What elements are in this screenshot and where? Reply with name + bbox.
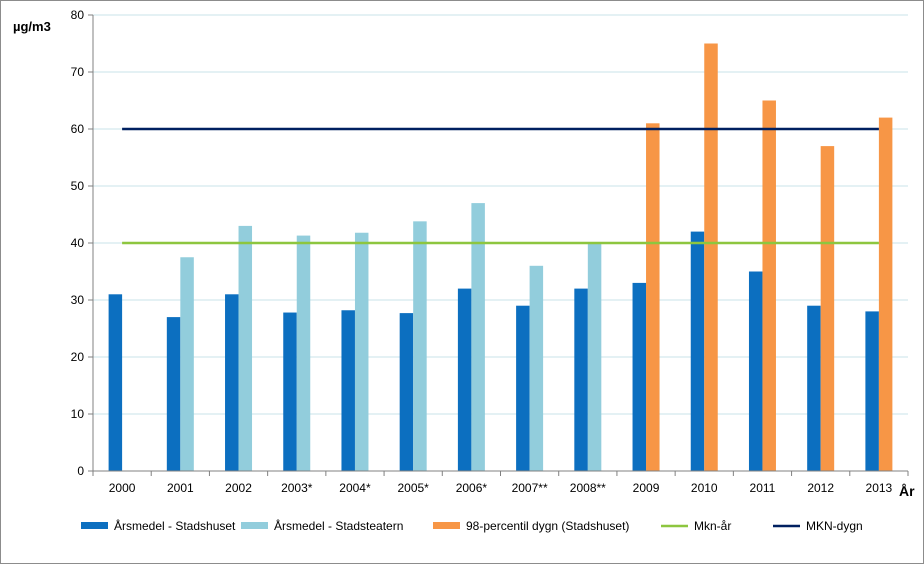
- x-tick-labels: 2000 2001 2002 2003* 2004* 2005* 2006* 2007** 20…: [109, 481, 893, 495]
- bars: [108, 43, 893, 472]
- legend-swatch: [433, 522, 460, 529]
- x-tick-label: 2010: [691, 481, 718, 495]
- axes: [88, 14, 909, 476]
- bar-stadshuset-2012: [807, 305, 821, 471]
- legend-swatch: [241, 522, 268, 529]
- x-tick-label: 2009: [633, 481, 660, 495]
- x-tick-label: 2001: [167, 481, 194, 495]
- bar-stadshuset-2006: [457, 288, 472, 471]
- legend-label: Årsmedel - Stadsteatern: [274, 518, 403, 533]
- bar-percentil-2013: [878, 117, 893, 471]
- x-tick-label: 2005*: [397, 481, 429, 495]
- bar-percentil-2011: [762, 100, 776, 471]
- bar-stadshuset-2000: [108, 294, 123, 471]
- y-tick-label: 40: [71, 236, 85, 250]
- legend: Årsmedel - Stadshuset Årsmedel - Stadstea…: [81, 518, 863, 533]
- legend-label: Årsmedel - Stadshuset: [114, 518, 236, 533]
- y-tick-label: 0: [77, 464, 84, 478]
- x-tick-label: 2003*: [281, 481, 313, 495]
- bar-stadsteatern-2006: [471, 203, 485, 471]
- y-tick-label: 20: [71, 350, 85, 364]
- bar-stadshuset-2004: [341, 310, 355, 471]
- x-tick-label: 2012: [807, 481, 834, 495]
- x-tick-label: 2007**: [512, 481, 548, 495]
- x-tick-label: 2011: [750, 481, 776, 495]
- bar-percentil-2012: [820, 146, 835, 471]
- bar-stadshuset-2002: [225, 294, 239, 471]
- y-tick-labels: 0 10 20 30 40 50 60 70 80: [71, 8, 85, 478]
- bar-stadsteatern-2001: [180, 257, 194, 471]
- bar-stadshuset-2001: [166, 317, 181, 471]
- bar-stadshuset-2008: [574, 288, 588, 471]
- bar-stadsteatern-2004: [354, 232, 369, 471]
- x-tick-label: 2006*: [456, 481, 488, 495]
- bar-stadshuset-2007: [516, 305, 530, 471]
- bar-stadsteatern-2008: [587, 243, 602, 471]
- bar-stadsteatern-2007: [529, 265, 544, 471]
- bar-stadsteatern-2005: [413, 221, 427, 471]
- bar-stadshuset-2011: [748, 271, 763, 471]
- x-tick-label: 2000: [109, 481, 136, 495]
- bar-stadshuset-2005: [399, 313, 414, 471]
- x-tick-label: 2013: [866, 481, 893, 495]
- y-tick-label: 50: [71, 179, 85, 193]
- bar-percentil-2010: [704, 43, 718, 471]
- bar-stadshuset-2009: [632, 282, 647, 471]
- y-tick-label: 30: [71, 293, 85, 307]
- bar-stadsteatern-2003: [296, 235, 311, 471]
- legend-label: MKN-dygn: [806, 519, 863, 533]
- x-tick-label: 2004*: [339, 481, 371, 495]
- gridlines: [93, 14, 908, 415]
- bar-stadsteatern-2002: [238, 225, 253, 471]
- x-tick-label: 2002: [225, 481, 252, 495]
- y-tick-label: 10: [71, 407, 85, 421]
- bar-percentil-2009: [646, 123, 660, 472]
- y-axis-label: µg/m3: [13, 19, 51, 34]
- y-tick-label: 70: [71, 65, 85, 79]
- bar-stadshuset-2010: [690, 231, 705, 471]
- y-tick-label: 80: [71, 8, 85, 22]
- limit-lines: [122, 127, 879, 245]
- x-tick-label: 2008**: [570, 481, 606, 495]
- y-tick-label: 60: [71, 122, 85, 136]
- legend-label: 98-percentil dygn (Stadshuset): [466, 519, 629, 533]
- bar-stadshuset-2013: [865, 311, 879, 471]
- legend-swatch: [81, 522, 108, 529]
- legend-label: Mkn-år: [694, 519, 731, 533]
- bar-stadshuset-2003: [283, 312, 297, 471]
- x-axis-label: År: [899, 483, 915, 499]
